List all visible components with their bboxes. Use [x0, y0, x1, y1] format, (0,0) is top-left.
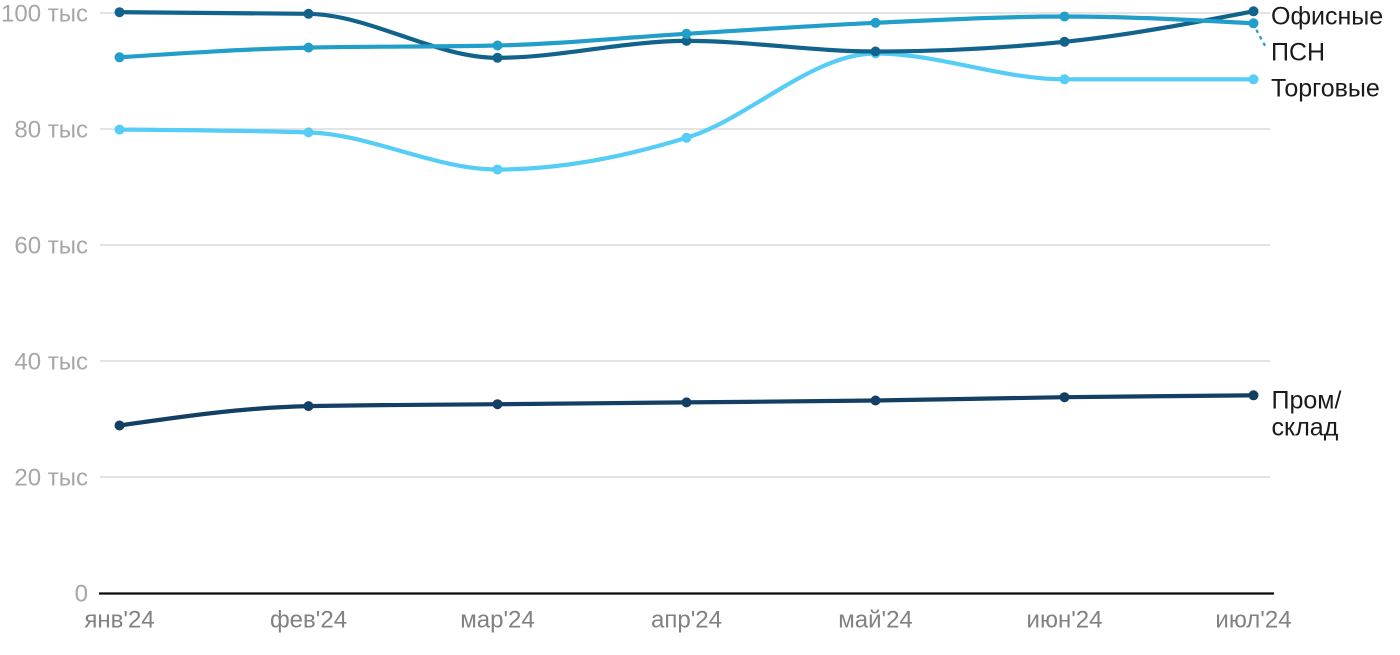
svg-text:мар'24: мар'24	[460, 607, 534, 634]
svg-text:янв'24: янв'24	[84, 607, 154, 634]
svg-text:май'24: май'24	[838, 607, 913, 634]
svg-text:апр'24: апр'24	[651, 607, 722, 634]
svg-text:100 тыс: 100 тыс	[1, 0, 88, 27]
svg-text:склад: склад	[1272, 414, 1339, 442]
svg-text:Офисные: Офисные	[1271, 3, 1383, 31]
svg-text:20 тыс: 20 тыс	[14, 464, 88, 491]
svg-text:Пром/: Пром/	[1272, 387, 1342, 415]
svg-text:60 тыс: 60 тыс	[14, 232, 88, 259]
svg-text:Торговые: Торговые	[1271, 75, 1380, 103]
svg-text:ПСН: ПСН	[1271, 38, 1325, 66]
svg-text:июн'24: июн'24	[1027, 607, 1103, 634]
svg-text:июл'24: июл'24	[1215, 607, 1291, 634]
svg-text:40 тыс: 40 тыс	[14, 348, 88, 375]
svg-text:фев'24: фев'24	[270, 607, 347, 634]
svg-text:80 тыс: 80 тыс	[14, 116, 88, 143]
svg-text:0: 0	[75, 581, 88, 608]
